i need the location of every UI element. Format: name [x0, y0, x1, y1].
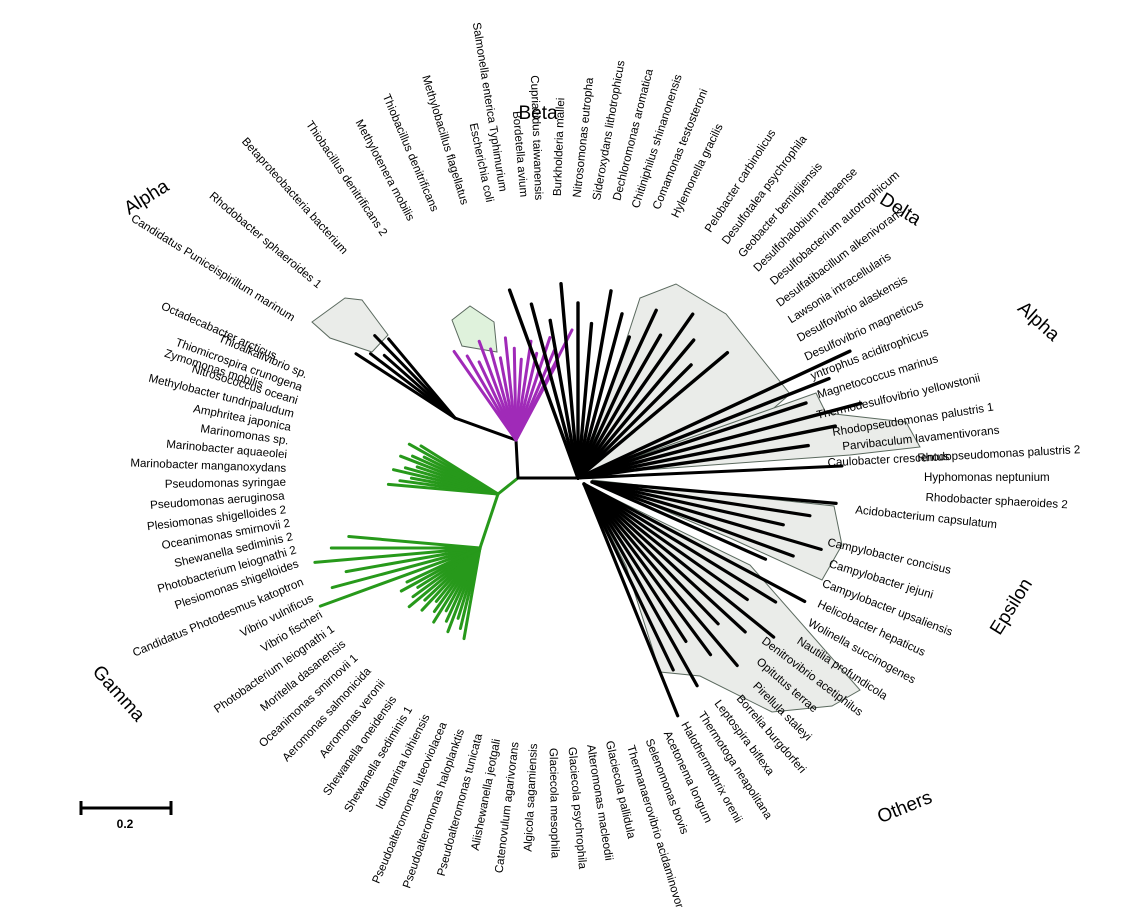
- alpha-right-branch-0: [576, 349, 852, 480]
- scale-bar: 0.2: [79, 801, 173, 831]
- backbone-left-top: [496, 476, 520, 496]
- leaf-label-rhodobacter-sphaeroides-2: Rhodobacter sphaeroides 2: [925, 491, 1068, 511]
- delta-branch-14: [576, 351, 730, 480]
- others-branch-7: [582, 482, 713, 657]
- alpha-right-branch-1: [576, 376, 831, 480]
- backbone-beta-stem: [514, 438, 520, 480]
- alpha-right-branch-4: [576, 424, 837, 480]
- alpha-right-branch-3: [576, 401, 863, 480]
- gamma-mid-branch-2: [344, 546, 482, 574]
- leaf-label-hyphomonas-neptunium: Hyphomonas neptunium: [924, 471, 1050, 484]
- delta-branch-1: [529, 302, 580, 480]
- alpha-left-branch-4: [387, 337, 457, 420]
- leaf-label-cupriavidus-taiwanensis: Cupriavidus taiwanensis: [528, 75, 545, 201]
- leaf-label-glaciecola-psychrophila: Glaciecola psychrophila: [565, 746, 589, 870]
- delta-branch-9: [576, 308, 658, 480]
- epsilon-branch-4: [590, 480, 795, 558]
- delta-branch-12: [576, 338, 696, 480]
- beta-clade: [451, 305, 498, 353]
- delta-branch-11: [576, 312, 695, 480]
- delta-branch-10: [576, 333, 663, 480]
- backbone-left-bottom: [478, 492, 500, 550]
- leaf-label-acidobacterium-capsulatum: Acidobacterium capsulatum: [855, 503, 998, 531]
- leaf-label-glaciecola-mesophila: Glaciecola mesophila: [547, 748, 562, 859]
- gamma-mid-branch-0: [318, 546, 482, 608]
- others-branch-5: [582, 482, 720, 626]
- epsilon-branch-1: [590, 480, 812, 518]
- delta-branch-5: [576, 321, 594, 480]
- gamma-upper-branch-10: [419, 444, 500, 496]
- others-branch-4: [582, 482, 747, 634]
- group-label-alpha-3: Alpha: [1013, 298, 1063, 346]
- gamma-mid-branch-3: [313, 546, 482, 564]
- delta-branch-8: [576, 335, 631, 480]
- others-branch-6: [582, 482, 739, 668]
- gamma-mid-branch-5: [347, 535, 482, 550]
- beta-branch-0: [452, 350, 518, 442]
- others-branch-1: [582, 482, 778, 604]
- epsilon-branch-2: [590, 480, 785, 527]
- delta-branch-3: [559, 282, 580, 480]
- group-label-gamma-6: Gamma: [88, 662, 149, 727]
- group-label-others-5: Others: [874, 787, 935, 828]
- delta-branch-6: [576, 289, 613, 480]
- epsilon-branch-3: [590, 480, 823, 552]
- group-label-alpha-0: Alpha: [121, 176, 174, 220]
- gamma-low-branch-15: [405, 546, 482, 584]
- delta-branch-2: [548, 318, 580, 480]
- group-label-beta-1: Beta: [518, 103, 558, 124]
- acidobacterium-branch: [576, 464, 844, 480]
- leaf-label-burkholderia-mallei: Burkholderia mallei: [551, 97, 567, 196]
- alpha-right-branch-5: [576, 443, 810, 480]
- epsilon-branch-5: [590, 480, 768, 561]
- others-branch-11: [582, 482, 680, 718]
- others-branch-10: [582, 482, 675, 672]
- scale-bar-label: 0.2: [117, 817, 134, 831]
- leaf-label-candidatus-puniceispirillum-marinum: Candidatus Puniceispirillum marinum: [129, 212, 298, 324]
- group-label-epsilon-4: Epsilon: [986, 575, 1037, 639]
- leaf-label-marinobacter-manganoxydans: Marinobacter manganoxydans: [130, 457, 287, 475]
- delta-branch-7: [576, 312, 624, 480]
- backbone-alpha-stem: [453, 416, 518, 442]
- others-branch-9: [582, 482, 699, 688]
- delta-branch-0: [507, 288, 580, 480]
- others-branch-2: [582, 482, 749, 602]
- alpha-left-clade: [311, 297, 389, 353]
- others-branch-3: [582, 482, 776, 639]
- leaf-label-algicola-sagamiensis: Algicola sagamiensis: [522, 743, 541, 852]
- others-branch-0: [582, 482, 807, 604]
- tree-branches: [313, 282, 863, 718]
- alpha-right-branch-2: [576, 401, 808, 480]
- epsilon-branch-0: [590, 480, 838, 505]
- leaf-label-caulobacter-crescentus: Caulobacter crescentus: [827, 450, 950, 469]
- delta-branch-13: [576, 363, 693, 480]
- leaf-label-rhodopseudomonas-palustris-2: Rhodopseudomonas palustris 2: [917, 443, 1081, 465]
- gamma-mid-branch-1: [330, 546, 482, 590]
- others-branch-8: [582, 482, 688, 644]
- leaf-label-pseudomonas-syringae: Pseudomonas syringae: [165, 476, 286, 491]
- leaf-label-nitrosomonas-eutropha: Nitrosomonas eutropha: [571, 76, 597, 198]
